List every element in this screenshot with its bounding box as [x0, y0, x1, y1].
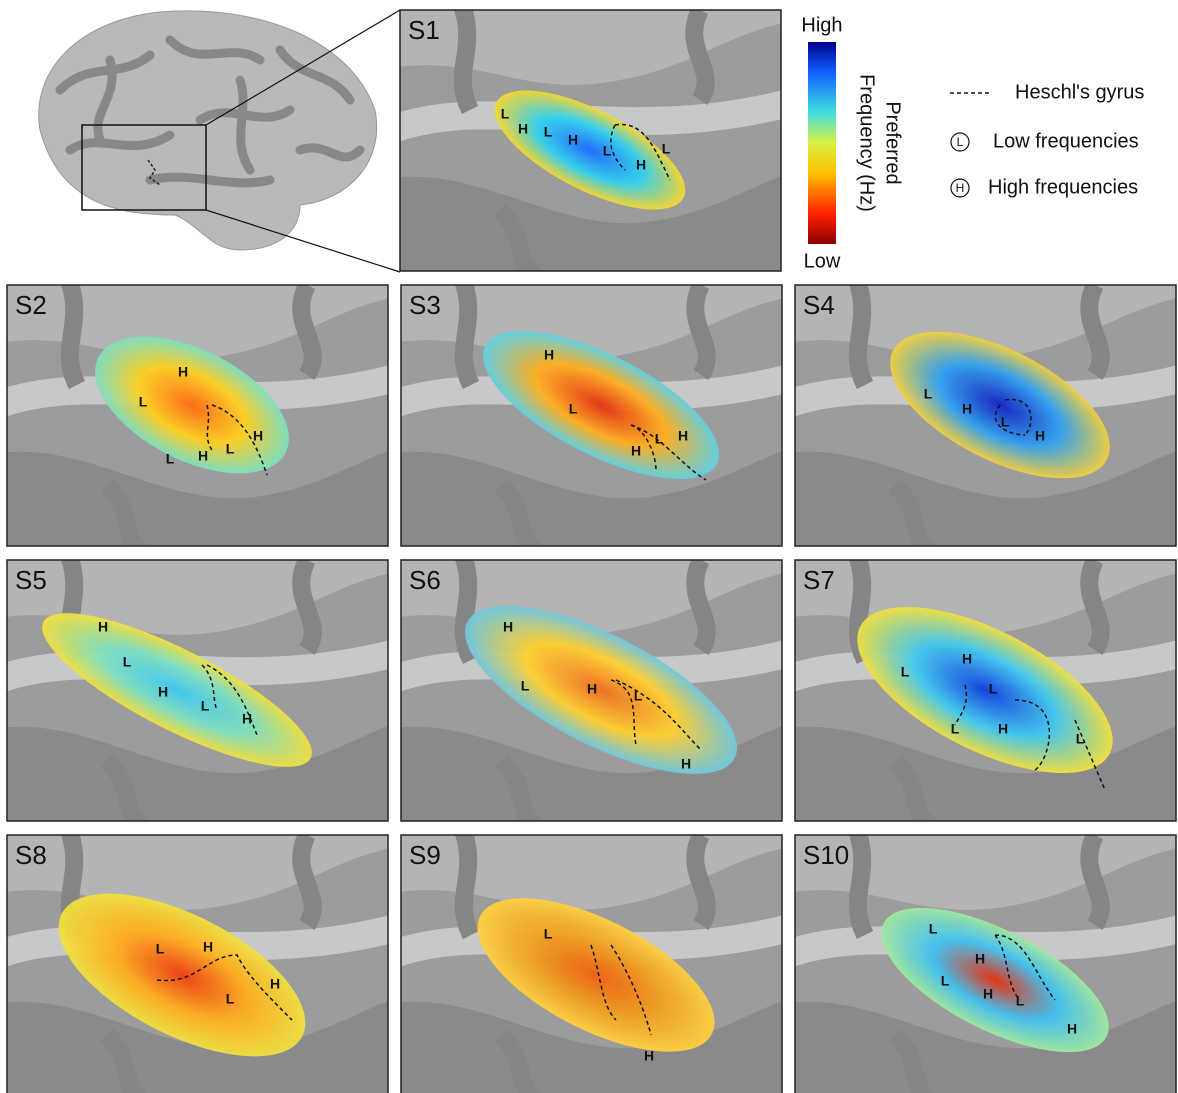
panel: L H L H S4 — [775, 275, 1178, 565]
marker: H — [253, 428, 263, 444]
marker: H — [1035, 428, 1045, 444]
marker: L — [226, 991, 235, 1007]
panel: HLLHHS3 — [381, 275, 801, 565]
panel-label: S9 — [409, 840, 441, 870]
legend-symbol: L — [957, 135, 964, 149]
marker: H — [636, 157, 646, 173]
panel: H L L H L L S7 — [775, 550, 1178, 840]
marker: L — [662, 141, 671, 157]
colorbar — [808, 42, 836, 244]
colorbar-low: Low — [804, 250, 841, 272]
legend-label: Low frequencies — [993, 130, 1139, 152]
marker: L — [544, 926, 553, 942]
marker: L — [929, 921, 938, 937]
marker: H — [158, 684, 168, 700]
cortex: H L H L H — [0, 550, 407, 840]
cortex: H L H L H — [381, 550, 801, 840]
marker: L — [166, 451, 175, 467]
marker: L — [634, 688, 643, 704]
legend-label: Heschl's gyrus — [1015, 81, 1144, 103]
colorbar-high: High — [801, 14, 842, 36]
cortex: LH — [381, 825, 801, 1093]
figure: High Low Preferred Frequency (Hz) Heschl… — [0, 0, 1178, 1093]
marker: L — [501, 106, 510, 122]
marker: L — [1076, 731, 1085, 747]
colorbar-title: Preferred — [882, 101, 904, 184]
panel-label: S1 — [408, 15, 440, 45]
marker: H — [962, 401, 972, 417]
marker: L — [941, 973, 950, 989]
marker: H — [178, 364, 188, 380]
marker: H — [644, 1048, 654, 1064]
marker: L — [901, 664, 910, 680]
cortex: L H L H — [775, 275, 1178, 565]
legend-symbol: H — [956, 181, 965, 195]
marker: L — [226, 441, 235, 457]
panel-label: S4 — [803, 290, 835, 320]
marker: H — [975, 951, 985, 967]
marker: L — [655, 431, 664, 447]
marker: H — [631, 443, 641, 459]
marker: L — [603, 143, 612, 159]
panel-label: S7 — [803, 565, 835, 595]
panel: L H L H L H S10 — [775, 825, 1178, 1093]
marker: H — [544, 347, 554, 363]
panel: H L H L H L S2 — [0, 275, 407, 565]
marker: H — [962, 651, 972, 667]
cortex: H L H L H L — [0, 275, 407, 565]
brain-overview — [39, 10, 400, 272]
marker: H — [198, 448, 208, 464]
marker: L — [951, 721, 960, 737]
marker: H — [203, 939, 213, 955]
marker: L — [569, 401, 578, 417]
panel-label: S3 — [409, 290, 441, 320]
marker: H — [678, 428, 688, 444]
marker: H — [503, 619, 513, 635]
legend-label: High frequencies — [988, 176, 1138, 198]
cortex: L H H L — [0, 825, 407, 1093]
panel: H L H L H S5 — [0, 550, 407, 840]
marker: L — [521, 678, 530, 694]
panel: H L H L H S6 — [381, 550, 801, 840]
marker: H — [983, 986, 993, 1002]
marker: H — [568, 132, 578, 148]
panel: L H H L S8 — [0, 825, 407, 1093]
marker: L — [989, 681, 998, 697]
marker: L — [139, 394, 148, 410]
legend: Heschl's gyrus L Low frequencies H High … — [950, 81, 1144, 198]
marker: H — [98, 619, 108, 635]
colorbar-title: Frequency (Hz) — [856, 74, 878, 212]
marker: H — [1067, 1021, 1077, 1037]
panel-label: S6 — [409, 565, 441, 595]
panel-label: S2 — [15, 290, 47, 320]
marker: H — [998, 721, 1008, 737]
panel-label: S8 — [15, 840, 47, 870]
marker: H — [681, 756, 691, 772]
marker: L — [201, 698, 210, 714]
marker: L — [544, 124, 553, 140]
marker: H — [242, 711, 252, 727]
marker: L — [1016, 993, 1025, 1009]
marker: H — [518, 121, 528, 137]
marker: L — [924, 386, 933, 402]
panel-label: S10 — [803, 840, 849, 870]
panel-label: S5 — [15, 565, 47, 595]
cortex: H L L H L L — [775, 550, 1178, 840]
marker: L — [1001, 414, 1010, 430]
marker: H — [587, 681, 597, 697]
marker: L — [156, 941, 165, 957]
marker: L — [123, 654, 132, 670]
marker: H — [270, 976, 280, 992]
